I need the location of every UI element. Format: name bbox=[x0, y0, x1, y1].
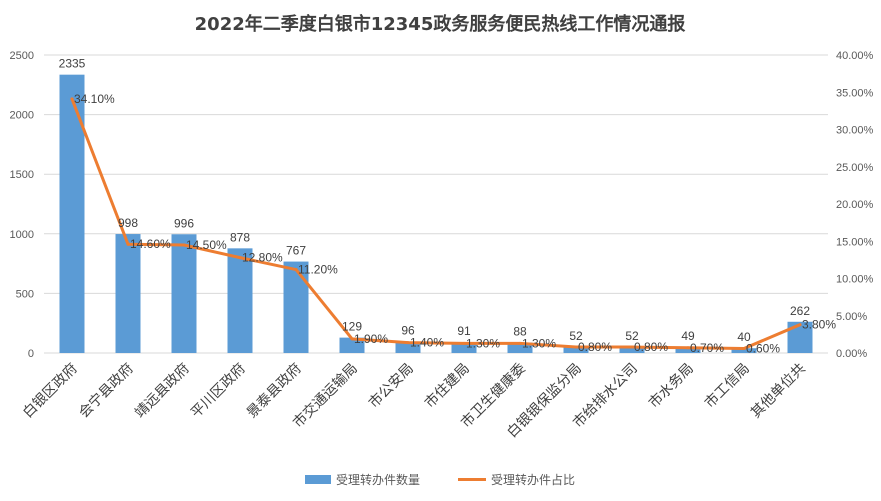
line-value-label: 1.40% bbox=[410, 336, 444, 350]
y-left-tick-label: 500 bbox=[16, 288, 34, 300]
y-right-tick-label: 20.00% bbox=[836, 199, 874, 211]
line-point bbox=[686, 346, 690, 350]
bar-value-label: 998 bbox=[118, 216, 138, 230]
gridlines bbox=[44, 54, 828, 354]
line-value-label: 0.80% bbox=[634, 340, 668, 354]
y-left-tick-label: 1500 bbox=[10, 169, 34, 181]
bar bbox=[731, 348, 757, 353]
category-label: 市工信局 bbox=[701, 360, 753, 412]
bar bbox=[171, 234, 197, 353]
bar bbox=[675, 347, 701, 353]
y-left-tick-label: 2500 bbox=[10, 50, 34, 62]
line-point bbox=[462, 341, 466, 345]
y-left-tick-label: 0 bbox=[28, 348, 34, 360]
bar-data-labels: 2335 998 996 878 767 129 96 91 88 52 52 49 40 262 bbox=[59, 57, 811, 345]
category-label: 会宁县政府 bbox=[75, 360, 137, 422]
bar-value-label: 2335 bbox=[59, 57, 86, 71]
line-series-path bbox=[70, 97, 802, 351]
y-right-tick-label: 10.00% bbox=[836, 274, 874, 286]
line-value-label: 14.50% bbox=[186, 238, 227, 252]
line-point bbox=[630, 345, 634, 349]
line-point bbox=[518, 341, 522, 345]
y-right-tick-label: 5.00% bbox=[836, 311, 867, 323]
line-value-label: 12.80% bbox=[242, 251, 283, 265]
bar-value-label: 96 bbox=[401, 324, 415, 338]
bar bbox=[115, 234, 141, 353]
line-value-label: 1.90% bbox=[354, 332, 388, 346]
line-data-labels: 34.10% 14.60% 14.50% 12.80% 11.20% 1.90% 1.40%… bbox=[74, 92, 836, 356]
line-point bbox=[798, 323, 802, 327]
line-point bbox=[182, 243, 186, 247]
line-value-label: 0.70% bbox=[690, 341, 724, 355]
bar-value-label: 88 bbox=[513, 325, 527, 339]
line-point bbox=[742, 347, 746, 351]
category-label: 市公安局 bbox=[365, 360, 417, 412]
y-right-tick-label: 0.00% bbox=[836, 348, 867, 360]
line-point bbox=[126, 242, 130, 246]
line-point bbox=[350, 337, 354, 341]
bar bbox=[283, 261, 309, 353]
chart-title: 2022年二季度白银市12345政务服务便民热线工作情况通报 bbox=[195, 13, 686, 35]
line-value-label: 11.20% bbox=[298, 263, 338, 277]
category-label: 平川区政府 bbox=[188, 361, 249, 422]
bar-series bbox=[59, 74, 813, 353]
bar-value-label: 52 bbox=[625, 329, 639, 343]
y-right-tick-label: 15.00% bbox=[836, 236, 874, 248]
bar-value-label: 878 bbox=[230, 230, 250, 244]
right-axis: 0.00% 5.00% 10.00% 15.00% 20.00% 25.00% 30.00%… bbox=[836, 50, 874, 360]
bar bbox=[507, 342, 533, 353]
bar-value-label: 40 bbox=[737, 330, 751, 344]
y-right-tick-label: 25.00% bbox=[836, 162, 874, 174]
legend-line-label: 受理转办件占比 bbox=[491, 472, 575, 487]
category-label: 靖远县政府 bbox=[132, 361, 193, 422]
y-right-tick-label: 35.00% bbox=[836, 87, 874, 99]
y-left-tick-label: 1000 bbox=[10, 229, 34, 241]
bar bbox=[563, 346, 589, 353]
bar-value-label: 49 bbox=[681, 329, 695, 343]
legend-bar-swatch bbox=[305, 475, 331, 484]
bar bbox=[227, 248, 253, 353]
line-point bbox=[406, 341, 410, 345]
category-label: 白银区政府 bbox=[20, 361, 81, 422]
bar-value-label: 996 bbox=[174, 216, 194, 230]
bar-value-label: 767 bbox=[286, 244, 306, 258]
category-label: 市水务局 bbox=[645, 360, 697, 412]
bar-value-label: 91 bbox=[457, 324, 471, 338]
bar-value-label: 262 bbox=[790, 304, 810, 318]
left-axis: 0 500 1000 1500 2000 2500 bbox=[10, 50, 34, 360]
bar bbox=[619, 346, 645, 353]
line-value-label: 14.60% bbox=[130, 237, 171, 251]
line-point bbox=[574, 345, 578, 349]
bar bbox=[451, 342, 477, 353]
bar-value-label: 52 bbox=[569, 329, 583, 343]
bar-value-label: 129 bbox=[342, 320, 362, 334]
category-label: 市住建局 bbox=[421, 360, 473, 412]
line-value-label: 34.10% bbox=[74, 92, 115, 106]
category-label: 景泰县政府 bbox=[244, 361, 305, 422]
y-right-tick-label: 40.00% bbox=[836, 50, 874, 62]
bar bbox=[339, 337, 365, 353]
line-value-label: 1.30% bbox=[466, 336, 500, 350]
line-value-label: 3.80% bbox=[802, 318, 836, 332]
line-point bbox=[70, 97, 74, 101]
line-value-label: 1.30% bbox=[522, 336, 556, 350]
legend: 受理转办件数量 受理转办件占比 bbox=[305, 472, 575, 487]
line-value-label: 0.80% bbox=[578, 340, 612, 354]
bar bbox=[59, 74, 85, 353]
line-point bbox=[294, 268, 298, 272]
bar bbox=[395, 341, 421, 353]
line-series bbox=[70, 97, 802, 351]
line-value-label: 0.60% bbox=[746, 342, 780, 356]
y-left-tick-label: 2000 bbox=[10, 110, 34, 122]
line-point bbox=[238, 256, 242, 260]
legend-bar-label: 受理转办件数量 bbox=[336, 472, 420, 487]
y-right-tick-label: 30.00% bbox=[836, 125, 874, 137]
category-label: 其他单位共 bbox=[748, 361, 809, 422]
